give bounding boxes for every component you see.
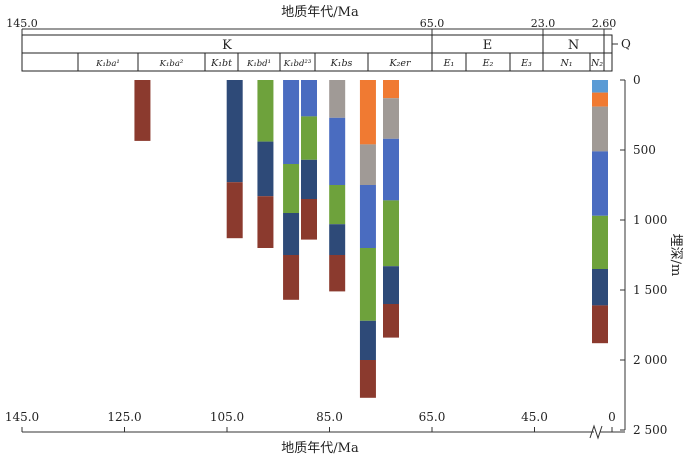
burial-segment-red	[257, 196, 274, 248]
stage-label: K₁bd²³	[283, 59, 312, 69]
depth-axis-tick-label: 1 500	[633, 283, 667, 297]
burial-segment-red	[592, 305, 608, 344]
depth-axis-tick-label: 1 000	[633, 213, 667, 227]
burial-segment-blue	[301, 80, 317, 117]
stage-label: K₁bd¹	[246, 59, 271, 69]
burial-column	[359, 80, 376, 398]
burial-segment-lightblue	[592, 80, 608, 93]
burial-segment-red	[226, 182, 243, 239]
stage-label: K₁ba¹	[95, 59, 120, 69]
bottom-axis-tick-label: 45.0	[521, 410, 548, 424]
stage-label: K₂er	[388, 58, 412, 69]
axis-break-mark	[589, 424, 603, 440]
burial-segment-orange	[592, 92, 608, 107]
burial-column	[329, 80, 346, 292]
burial-segment-gray	[592, 106, 608, 152]
burial-segment-blue	[329, 117, 346, 185]
stage-label: K₁bt	[210, 58, 232, 69]
burial-segment-green	[359, 248, 376, 321]
stage-label: N₂	[590, 58, 603, 69]
depth-axis: 0 500 1 000 1 500 2 000 2 500	[620, 73, 667, 437]
top-age-axis: 145.0 65.0 23.0 2.60	[6, 17, 616, 35]
stage-label: E₃	[520, 58, 532, 69]
burial-segment-green	[383, 200, 399, 267]
burial-bars	[134, 80, 608, 398]
burial-segment-green	[329, 185, 346, 225]
period-label: Q	[621, 37, 631, 51]
burial-column	[301, 80, 317, 240]
stage-label: K₁bs	[330, 58, 353, 69]
bottom-axis-tick-label: 105.0	[210, 410, 244, 424]
burial-column	[283, 80, 300, 300]
depth-axis-tick-label: 0	[633, 73, 641, 87]
top-axis-tick-label: 2.60	[592, 17, 617, 30]
bottom-axis-tick-label: 125.0	[107, 410, 141, 424]
burial-segment-green	[283, 164, 300, 213]
bottom-axis-tick-label: 145.0	[5, 410, 39, 424]
period-label: K	[222, 38, 232, 53]
period-label: E	[483, 38, 493, 53]
stage-label: E₁	[443, 58, 455, 69]
burial-segment-green	[257, 80, 274, 142]
burial-segment-navy	[329, 224, 346, 255]
burial-segment-navy	[592, 269, 608, 306]
burial-segment-green	[301, 116, 317, 160]
bottom-axis-tick-label: 85.0	[316, 410, 343, 424]
burial-segment-orange	[383, 80, 399, 99]
depth-axis-tick-label: 500	[633, 143, 656, 157]
x-axis-label: 地质年代/Ma	[281, 441, 359, 456]
stage-label: E₂	[482, 58, 494, 69]
bottom-axis-tick-label: 65.0	[419, 410, 446, 424]
burial-segment-orange	[359, 80, 376, 145]
burial-column	[592, 80, 608, 344]
burial-segment-red	[359, 360, 376, 398]
chart-title: 地质年代/Ma	[281, 5, 359, 20]
burial-segment-green	[592, 215, 608, 269]
burial-segment-navy	[301, 159, 317, 199]
depth-axis-tick-label: 2 500	[633, 423, 667, 437]
depth-axis-tick-label: 2 000	[633, 353, 667, 367]
burial-column	[383, 80, 399, 338]
burial-column	[226, 80, 243, 239]
burial-segment-navy	[283, 213, 300, 255]
stage-label: N₁	[559, 58, 572, 69]
burial-segment-navy	[359, 320, 376, 360]
bottom-axis-tick-label: 0	[608, 410, 616, 424]
burial-segment-blue	[592, 151, 608, 216]
burial-segment-navy	[383, 266, 399, 304]
burial-segment-blue	[359, 185, 376, 248]
burial-column	[134, 80, 151, 141]
top-axis-tick-label: 23.0	[531, 17, 556, 30]
burial-segment-gray	[383, 98, 399, 139]
burial-segment-red	[383, 304, 399, 338]
bottom-age-axis: 145.0 125.0 105.0 85.0 65.0 45.0 0	[5, 410, 625, 440]
burial-segment-navy	[257, 141, 274, 197]
burial-segment-gray	[329, 80, 346, 118]
burial-segment-red	[329, 255, 346, 292]
top-axis-tick-label: 145.0	[6, 17, 38, 30]
top-axis-tick-label: 65.0	[420, 17, 445, 30]
stratigraphy-table: K E N Q K₁ba¹ K₁ba² K₁bt K₁bd¹ K₁bd²³ K₁bs K₂er E₁ E…	[21, 34, 631, 72]
burial-segment-blue	[283, 80, 300, 164]
burial-segment-navy	[226, 80, 243, 183]
y-axis-label: 埋深/m	[668, 234, 683, 277]
stage-label: K₁ba²	[159, 59, 184, 69]
burial-segment-red	[301, 199, 317, 240]
burial-segment-blue	[383, 138, 399, 201]
period-label: N	[568, 38, 579, 53]
burial-column	[257, 80, 274, 248]
burial-segment-red	[134, 80, 151, 141]
burial-segment-gray	[359, 144, 376, 185]
burial-segment-red	[283, 255, 300, 300]
